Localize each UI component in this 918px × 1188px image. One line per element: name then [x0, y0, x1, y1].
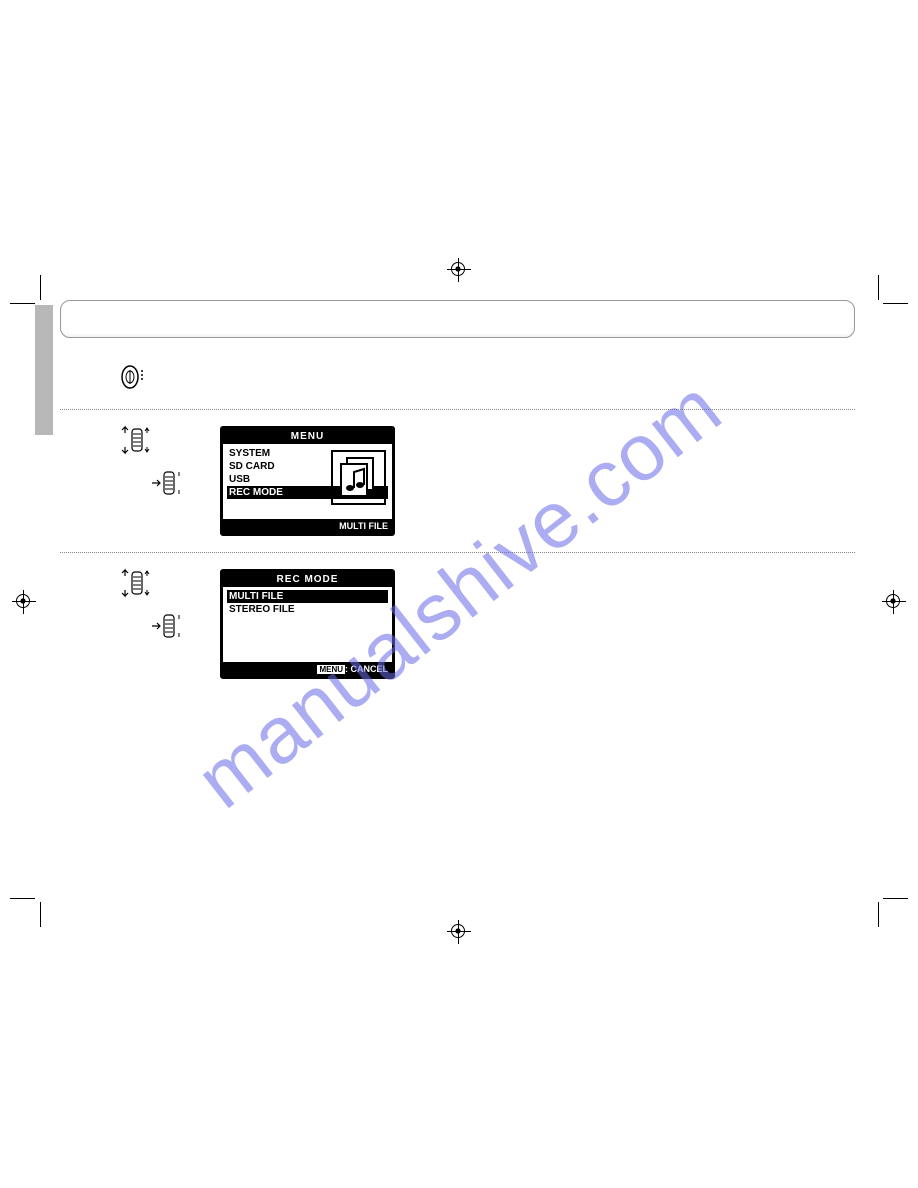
scroll-wheel-updown-icon [120, 426, 200, 454]
lcd-footer-button-label: MENU [317, 665, 345, 674]
step-row-1 [60, 353, 860, 403]
chapter-tab [35, 305, 53, 435]
lcd-menu-item: STEREO FILE [227, 603, 388, 616]
crop-mark [10, 303, 35, 304]
lcd-footer: MENU: CANCEL [223, 662, 392, 676]
crop-mark [10, 898, 35, 899]
lcd-screen-recmode: REC MODE MULTI FILE STEREO FILE MENU: CA… [220, 569, 395, 679]
menu-button-icon [120, 363, 200, 391]
registration-mark-right [882, 590, 906, 614]
scroll-wheel-press-icon [150, 612, 200, 640]
lcd-title: REC MODE [223, 572, 392, 587]
crop-mark [40, 275, 41, 300]
lcd-footer: MULTI FILE [223, 519, 392, 533]
section-header-bar [60, 300, 855, 338]
scroll-wheel-press-icon [150, 469, 200, 497]
lcd-screen-menu: MENU SYSTEM SD CARD USB REC MODE MULTI F… [220, 426, 395, 536]
step-row-3: REC MODE MULTI FILE STEREO FILE MENU: CA… [60, 559, 860, 689]
registration-mark-bottom [447, 920, 471, 944]
crop-mark [883, 303, 908, 304]
page-content: MENU SYSTEM SD CARD USB REC MODE MULTI F… [60, 300, 860, 689]
lcd-multifile-icon [331, 450, 386, 505]
lcd-title: MENU [223, 429, 392, 444]
step-divider [60, 552, 855, 553]
registration-mark-left [12, 590, 36, 614]
crop-mark [878, 275, 879, 300]
step-row-2: MENU SYSTEM SD CARD USB REC MODE MULTI F… [60, 416, 860, 546]
lcd-menu-item-selected: MULTI FILE [227, 590, 388, 603]
step-divider [60, 409, 855, 410]
crop-mark [878, 902, 879, 927]
crop-mark [40, 902, 41, 927]
scroll-wheel-updown-icon [120, 569, 200, 597]
lcd-footer-action: : CANCEL [345, 664, 388, 674]
registration-mark-top [447, 258, 471, 282]
crop-mark [883, 898, 908, 899]
